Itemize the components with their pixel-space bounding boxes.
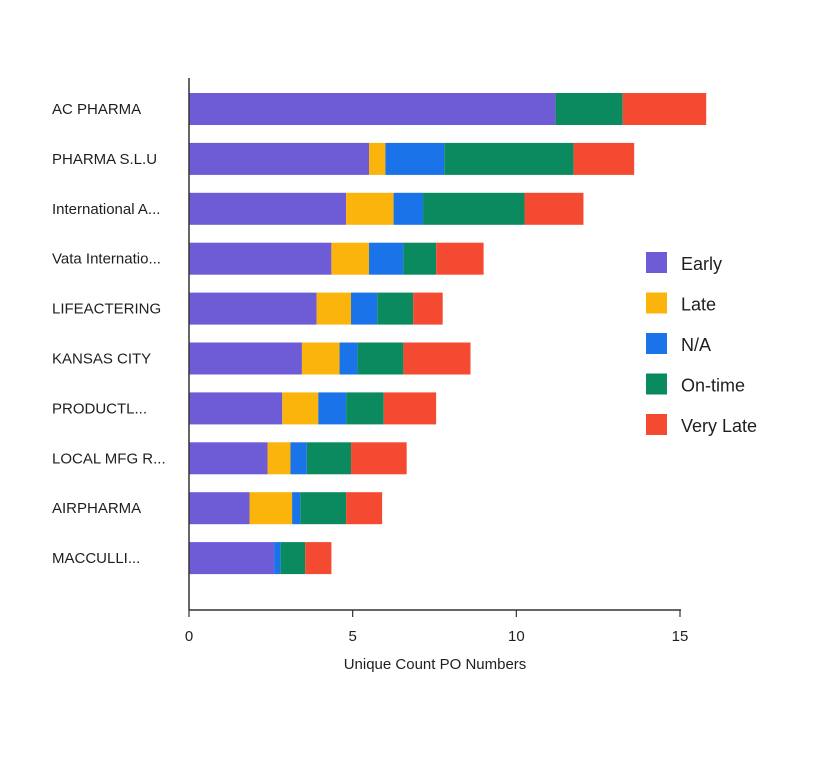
x-tick-label: 5 [348, 628, 356, 645]
bar-on-time-macculli [280, 542, 306, 575]
bar-early-international-a [189, 192, 347, 225]
legend-swatch-n-a [646, 333, 667, 354]
category-label: AC PHARMA [52, 101, 141, 118]
bar-on-time-local-mfg-r [306, 442, 352, 475]
bar-n-a-local-mfg-r [290, 442, 307, 475]
category-label: PRODUCTL... [52, 400, 147, 417]
bar-late-pharma-s-l-u [369, 142, 386, 175]
category-label: PHARMA S.L.U [52, 151, 157, 168]
bar-very-late-macculli [305, 542, 332, 575]
bar-early-productl [189, 392, 283, 425]
bar-early-airpharma [189, 492, 250, 525]
legend: Early Late N/A On-time Very Late [646, 252, 757, 436]
bar-on-time-kansas-city [357, 342, 404, 375]
bar-very-late-kansas-city [403, 342, 471, 375]
bar-late-kansas-city [301, 342, 340, 375]
bar-n-a-macculli [274, 542, 281, 575]
legend-label-late: Late [681, 295, 716, 315]
bar-on-time-vata-internatio [403, 242, 437, 275]
bar-late-airpharma [249, 492, 293, 525]
bar-late-lifeactering [316, 292, 352, 325]
x-ticks: 0 5 10 15 [185, 610, 689, 645]
bar-late-international-a [346, 192, 394, 225]
bar-n-a-pharma-s-l-u [385, 142, 445, 175]
legend-swatch-on-time [646, 373, 667, 395]
legend-swatch-early [646, 252, 667, 273]
bar-very-late-airpharma [346, 492, 383, 525]
legend-swatch-very-late [646, 414, 667, 435]
x-tick-label: 15 [672, 628, 689, 645]
bar-very-late-international-a [524, 192, 584, 225]
bar-early-ac-pharma [189, 93, 556, 125]
x-axis-title: Unique Count PO Numbers [344, 656, 527, 673]
bar-on-time-international-a [423, 192, 525, 225]
bar-early-lifeactering [189, 292, 317, 325]
bar-n-a-kansas-city [339, 342, 358, 375]
legend-label-very-late: Very Late [681, 416, 757, 436]
bar-on-time-productl [346, 392, 384, 425]
category-labels: AC PHARMA PHARMA S.L.U International A... V… [52, 101, 166, 567]
x-tick-label: 0 [185, 628, 193, 645]
bar-very-late-ac-pharma [622, 93, 707, 125]
bar-very-late-lifeactering [413, 292, 443, 325]
bar-very-late-pharma-s-l-u [573, 142, 635, 175]
category-label: Vata Internatio... [52, 251, 161, 268]
bar-very-late-local-mfg-r [351, 442, 407, 475]
legend-label-n-a: N/A [681, 335, 711, 355]
bar-early-pharma-s-l-u [189, 142, 370, 175]
bar-early-local-mfg-r [189, 442, 268, 475]
bar-n-a-vata-internatio [369, 242, 404, 275]
bar-on-time-lifeactering [377, 292, 414, 325]
bar-on-time-airpharma [300, 492, 347, 525]
category-label: AIRPHARMA [52, 500, 141, 517]
bar-very-late-productl [383, 392, 437, 425]
bar-n-a-international-a [393, 192, 424, 225]
bar-early-kansas-city [189, 342, 302, 375]
bar-on-time-ac-pharma [555, 93, 623, 125]
bar-early-vata-internatio [189, 242, 332, 275]
category-label: International A... [52, 201, 160, 218]
bar-n-a-airpharma [292, 492, 301, 525]
category-label: LIFEACTERING [52, 301, 161, 318]
bar-late-vata-internatio [331, 242, 370, 275]
category-label: LOCAL MFG R... [52, 450, 166, 467]
bar-n-a-productl [318, 392, 347, 425]
x-tick-label: 10 [508, 628, 525, 645]
bar-very-late-vata-internatio [436, 242, 484, 275]
category-label: MACCULLI... [52, 550, 140, 567]
bar-late-local-mfg-r [267, 442, 291, 475]
bar-on-time-pharma-s-l-u [444, 142, 574, 175]
legend-label-early: Early [681, 254, 722, 274]
legend-label-on-time: On-time [681, 376, 745, 396]
category-label: KANSAS CITY [52, 351, 151, 368]
bars-group [189, 93, 707, 575]
legend-swatch-late [646, 292, 667, 314]
bar-early-macculli [189, 542, 275, 575]
bar-n-a-lifeactering [351, 292, 378, 325]
bar-late-productl [282, 392, 319, 425]
